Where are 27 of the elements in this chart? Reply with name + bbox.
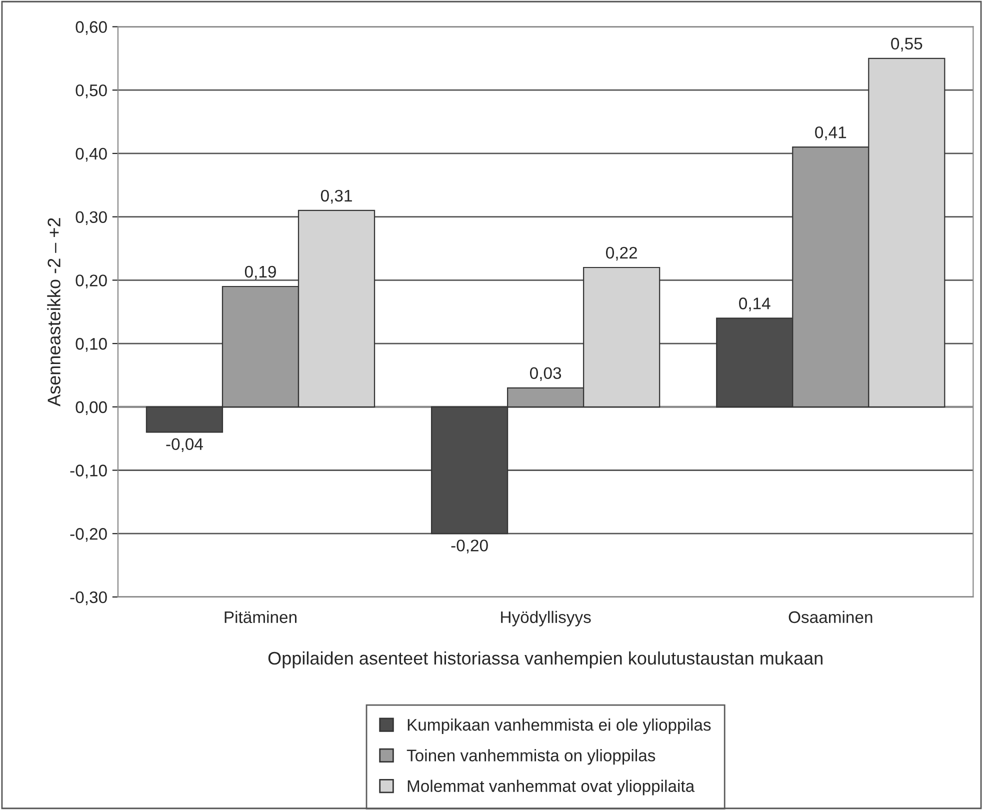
y-axis-title: Asenneasteikko -2 – +2 <box>47 218 60 406</box>
y-tick-label: -0,30 <box>70 591 107 606</box>
y-tick-label: 0,10 <box>76 338 107 352</box>
legend-label: Kumpikaan vanhemmista ei ole ylioppilas <box>408 718 711 734</box>
data-label: 0,03 <box>530 367 562 381</box>
x-tick-label: Hyödyllisyys <box>501 610 591 626</box>
data-label: 0,31 <box>320 190 352 204</box>
y-tick-label: 0,40 <box>76 148 107 162</box>
data-label: 0,22 <box>606 246 637 261</box>
legend-label: Molemmat vanhemmat ovat ylioppilaita <box>408 780 695 796</box>
data-label: 0,19 <box>244 266 276 280</box>
data-label: 0,41 <box>815 126 846 140</box>
data-label: -0,20 <box>451 540 488 554</box>
y-tick-label: 0,20 <box>76 274 107 288</box>
y-tick-label: -0,20 <box>70 528 107 542</box>
x-tick-label: Pitäminen <box>224 610 296 624</box>
data-label: -0,04 <box>166 438 203 452</box>
y-tick-label: 0,00 <box>76 401 107 416</box>
y-tick-label: 0,60 <box>76 21 107 35</box>
x-axis-title: Oppilaiden asenteet historiassa vanhempien koulutustaustan mukaan <box>268 651 822 668</box>
y-tick-label: 0,50 <box>76 84 107 98</box>
y-tick-label: 0,30 <box>76 211 107 225</box>
y-tick-label: -0,10 <box>70 464 107 478</box>
data-label: 0,14 <box>739 298 770 312</box>
legend-label: Toinen vanhemmista on ylioppilas <box>406 749 656 765</box>
x-tick-label: Osaaminen <box>788 610 872 624</box>
data-label: 0,55 <box>891 38 922 52</box>
